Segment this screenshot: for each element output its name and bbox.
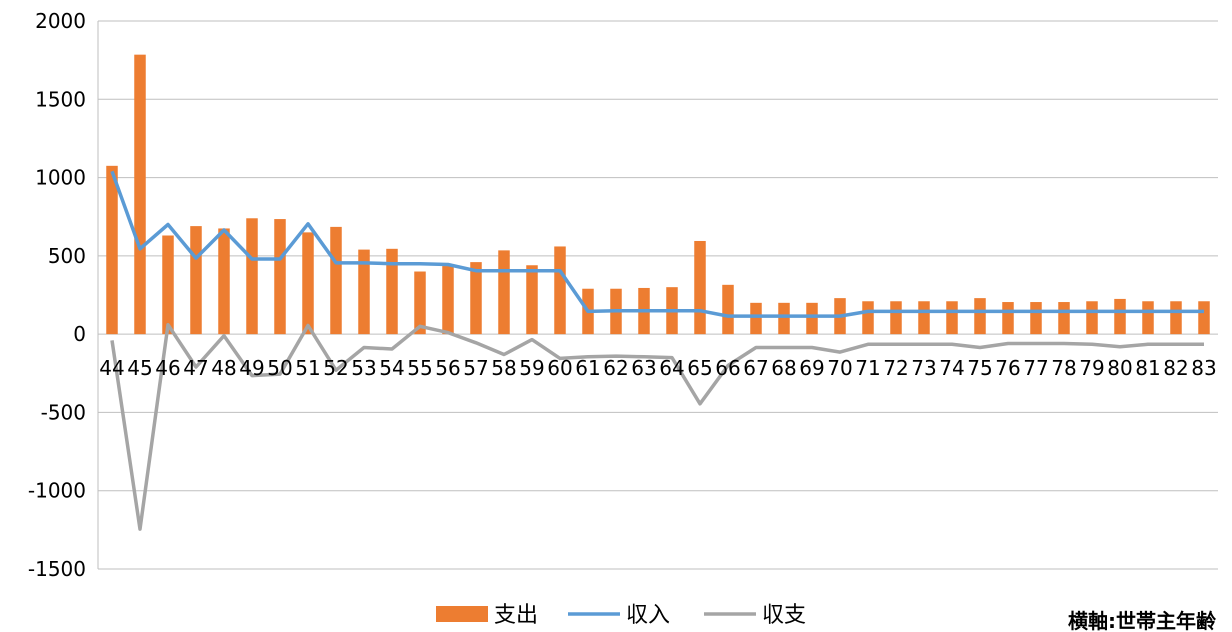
x-tick-label: 60 [547,356,572,380]
bar-expense [386,248,398,335]
bar-expense [218,228,230,335]
bar-expense [526,265,538,335]
bar-expense [1142,301,1154,335]
x-tick-label: 83 [1191,356,1216,380]
legend-swatch-expense [436,606,488,622]
x-tick-label: 51 [295,356,320,380]
x-tick-label: 62 [603,356,628,380]
bar-expense [722,284,734,335]
y-tick-label: -500 [41,400,86,424]
y-tick-label: 500 [48,244,86,268]
x-tick-label: 44 [99,356,124,380]
bar-expense [274,219,286,335]
bar-expense [106,165,118,335]
x-tick-label: 70 [827,356,852,380]
y-axis-ticks: -1500 -1000 -500 0 500 1000 1500 2000 [28,9,86,581]
x-tick-label: 69 [799,356,824,380]
x-tick-label: 47 [183,356,208,380]
y-tick-label: 2000 [35,9,86,33]
y-tick-label: 1000 [35,166,86,190]
x-tick-label: 73 [911,356,936,380]
x-tick-label: 79 [1079,356,1104,380]
bar-expense [750,302,762,335]
x-tick-label: 46 [155,356,180,380]
x-tick-label: 75 [967,356,992,380]
grid-lines [97,20,1218,570]
bar-expense [1198,301,1210,335]
x-tick-label: 57 [463,356,488,380]
y-tick-label: -1000 [28,479,86,503]
x-tick-label: 64 [659,356,684,380]
x-tick-label: 71 [855,356,880,380]
bar-expense [302,232,314,335]
line-series [110,170,1204,531]
x-tick-label: 65 [687,356,712,380]
bar-series [106,54,1210,335]
x-tick-label: 45 [127,356,152,380]
bar-expense [1058,302,1070,335]
bar-expense [974,298,986,335]
x-tick-label: 74 [939,356,964,380]
x-tick-label: 67 [743,356,768,380]
bar-expense [890,301,902,335]
x-tick-label: 76 [995,356,1020,380]
bar-expense [1086,301,1098,335]
x-tick-label: 78 [1051,356,1076,380]
bar-expense [1002,302,1014,335]
bar-expense [134,54,146,335]
legend: 支出 収入 収支 [436,603,806,628]
legend-label: 収支 [762,603,806,628]
bar-expense [330,226,342,335]
x-tick-label: 59 [519,356,544,380]
line-balance [110,322,1204,531]
x-tick-label: 50 [267,356,292,380]
x-tick-label: 82 [1163,356,1188,380]
x-tick-label: 80 [1107,356,1132,380]
bar-expense [498,250,510,335]
x-tick-label: 58 [491,356,516,380]
bar-expense [442,266,454,335]
x-tick-label: 54 [379,356,404,380]
x-tick-label: 68 [771,356,796,380]
bar-expense [1114,298,1126,335]
x-tick-label: 52 [323,356,348,380]
bar-expense [470,262,482,335]
bar-expense [946,301,958,335]
bar-expense [246,218,258,335]
x-tick-label: 56 [435,356,460,380]
bar-expense [862,301,874,335]
x-tick-label: 48 [211,356,236,380]
y-tick-label: -1500 [28,557,86,581]
bar-expense [190,226,202,335]
x-tick-label: 72 [883,356,908,380]
bar-expense [1030,302,1042,335]
bar-expense [806,302,818,335]
legend-label: 収入 [626,603,670,628]
x-tick-label: 53 [351,356,376,380]
legend-label: 支出 [494,603,538,628]
bar-expense [358,249,370,335]
x-tick-label: 49 [239,356,264,380]
bar-expense [414,271,426,335]
y-tick-label: 0 [73,322,86,346]
x-tick-label: 81 [1135,356,1160,380]
bar-expense [1170,301,1182,335]
bar-expense [162,235,174,335]
line-income [110,170,1204,318]
bar-expense [554,246,566,335]
bar-expense [778,302,790,335]
bar-expense [694,240,706,335]
y-tick-label: 1500 [35,87,86,111]
x-tick-label: 63 [631,356,656,380]
bar-expense [918,301,930,335]
x-tick-label: 77 [1023,356,1048,380]
x-tick-label: 55 [407,356,432,380]
x-tick-label: 61 [575,356,600,380]
x-axis-label: 横軸:世帯主年齢 [1068,609,1217,632]
x-axis-ticks: 44 45 46 47 48 49 50 51 52 53 54 55 56 57 58 59 60 61 62 63… [99,356,1216,380]
x-tick-label: 66 [715,356,740,380]
